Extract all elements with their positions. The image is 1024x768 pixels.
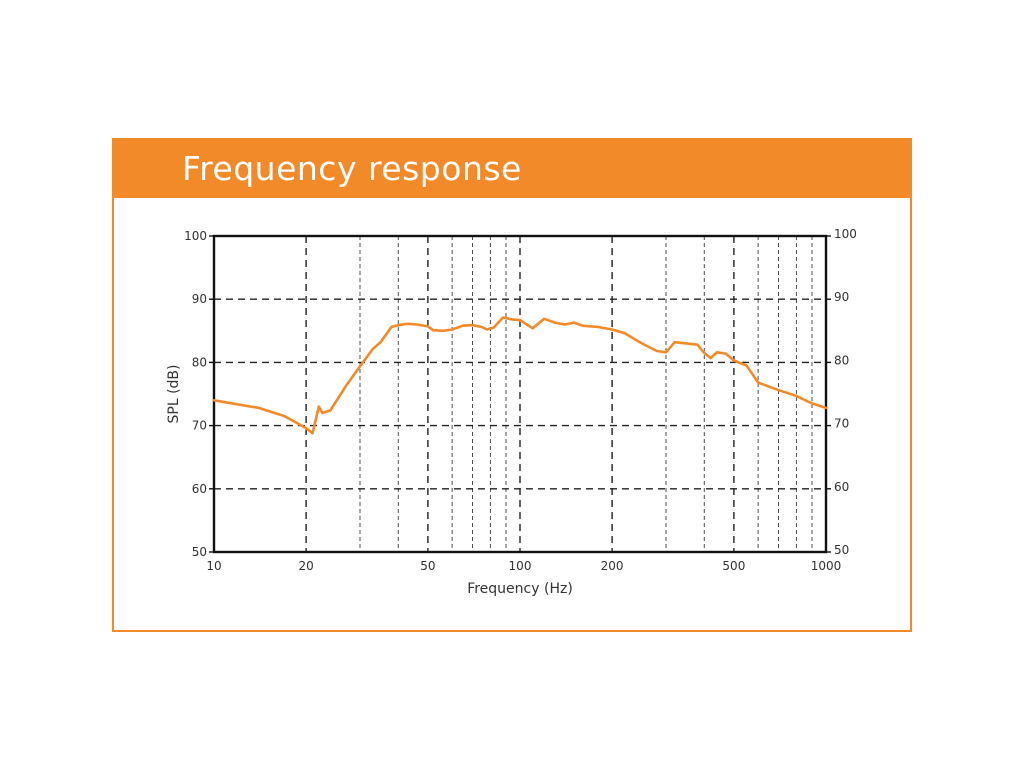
panel-title: Frequency response <box>182 149 522 188</box>
y-axis-label: SPL (dB) <box>166 365 182 424</box>
y-tick-label-right: 90 <box>834 290 849 304</box>
y-tick-label-right: 50 <box>834 543 849 557</box>
series-line-0 <box>212 316 828 435</box>
x-axis-label: Frequency (Hz) <box>467 581 573 597</box>
y-tick-label-left: 100 <box>184 229 207 243</box>
y-tick-label-left: 80 <box>192 355 207 369</box>
y-tick-label-right: 100 <box>834 227 857 241</box>
y-tick-label-right: 70 <box>834 417 849 431</box>
y-tick-label-left: 70 <box>192 419 207 433</box>
x-tick-label: 100 <box>509 559 532 573</box>
x-tick-label: 20 <box>298 559 313 573</box>
plot-frame <box>212 234 828 554</box>
panel-header: Frequency response <box>114 140 910 198</box>
x-tick-label: 500 <box>722 559 745 573</box>
y-tick-label-left: 50 <box>192 545 207 559</box>
x-tick-label: 1000 <box>811 559 842 573</box>
x-tick-label: 50 <box>420 559 435 573</box>
y-tick-label-right: 80 <box>834 353 849 367</box>
y-tick-label-left: 60 <box>192 482 207 496</box>
y-tick-label-right: 60 <box>834 480 849 494</box>
y-tick-label-left: 90 <box>192 292 207 306</box>
x-tick-label: 200 <box>601 559 624 573</box>
x-tick-label: 10 <box>206 559 221 573</box>
